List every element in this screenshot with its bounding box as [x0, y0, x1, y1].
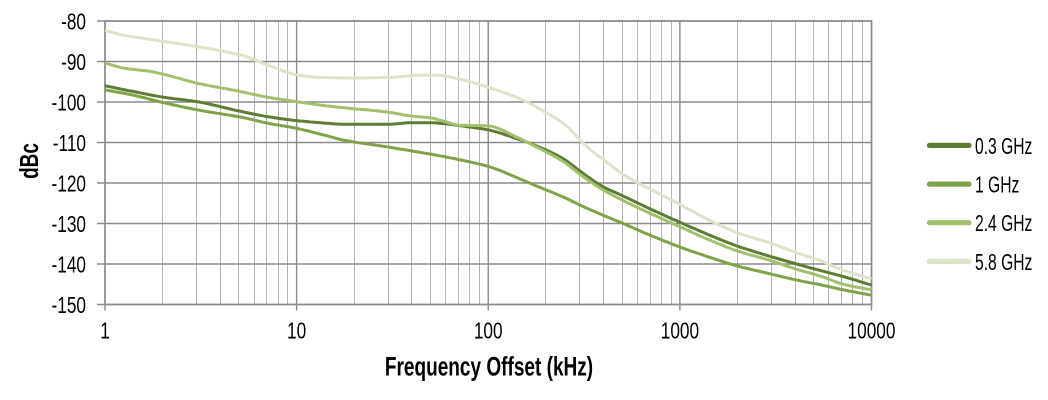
- svg-text:-130: -130: [52, 213, 86, 238]
- svg-text:2.4 GHz: 2.4 GHz: [975, 211, 1032, 237]
- svg-text:-140: -140: [52, 253, 86, 278]
- svg-text:1: 1: [100, 319, 110, 344]
- svg-text:-120: -120: [52, 172, 86, 197]
- svg-text:10000: 10000: [848, 319, 896, 344]
- svg-text:1000: 1000: [661, 319, 699, 344]
- svg-text:-110: -110: [53, 132, 86, 157]
- svg-text:0.3 GHz: 0.3 GHz: [975, 134, 1032, 160]
- svg-text:-90: -90: [61, 51, 86, 76]
- svg-text:-80: -80: [61, 10, 86, 35]
- svg-text:1 GHz: 1 GHz: [975, 173, 1019, 199]
- svg-text:Frequency Offset (kHz): Frequency Offset (kHz): [385, 351, 593, 381]
- svg-text:-100: -100: [52, 91, 86, 116]
- svg-text:10: 10: [287, 319, 306, 344]
- svg-text:100: 100: [474, 319, 503, 344]
- svg-text:-150: -150: [52, 294, 86, 319]
- svg-text:dBc: dBc: [14, 143, 44, 179]
- svg-text:5.8 GHz: 5.8 GHz: [975, 250, 1032, 276]
